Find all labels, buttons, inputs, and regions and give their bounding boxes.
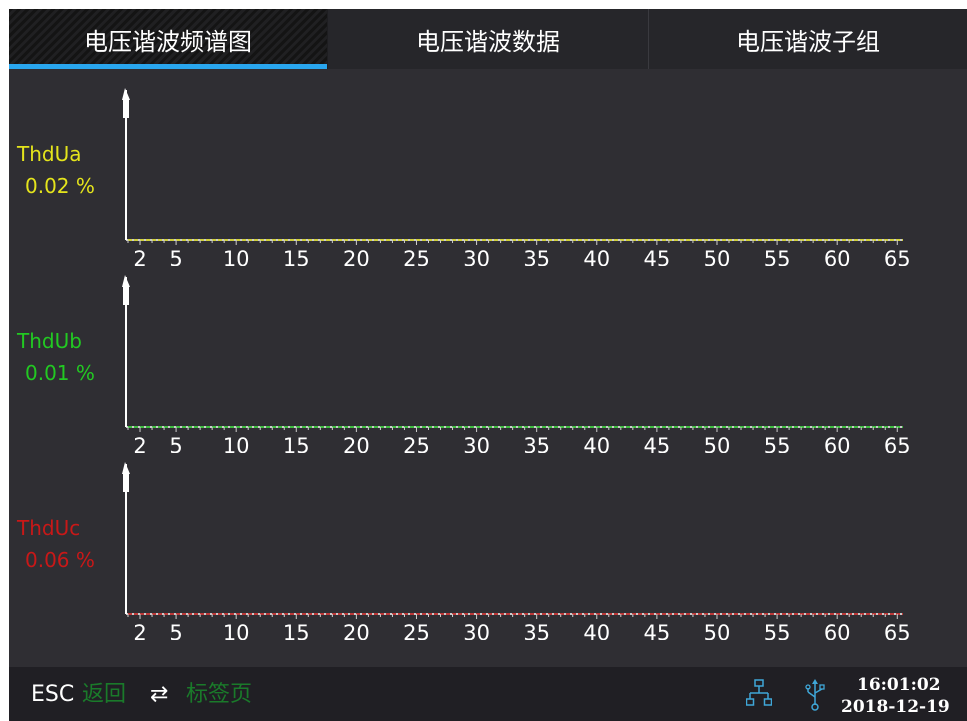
tab-voltage-harmonic-subgroup[interactable]: 电压谐波子组 — [649, 9, 967, 69]
x-tick-label: 15 — [283, 434, 310, 453]
x-tick-label: 45 — [644, 621, 671, 640]
x-tick-label: 5 — [169, 621, 182, 640]
chart-series-name: ThdUb — [17, 329, 82, 353]
app-frame: 电压谐波频谱图 电压谐波数据 电压谐波子组 2 5 10 15 20 25 30 35 40 45… — [9, 9, 967, 721]
chart-series-name: ThdUa — [17, 142, 82, 166]
x-tick-label: 30 — [463, 434, 490, 453]
x-tick-label: 55 — [764, 434, 791, 453]
x-tick-label: 40 — [583, 434, 610, 453]
x-tick-label: 65 — [884, 434, 911, 453]
tab-voltage-harmonic-data[interactable]: 电压谐波数据 — [327, 9, 649, 69]
x-tick-label: 60 — [824, 621, 851, 640]
tab-voltage-harmonic-spectrum[interactable]: 电压谐波频谱图 — [9, 9, 327, 69]
x-tick-label: 40 — [583, 621, 610, 640]
chart-thdub: 2 5 10 15 20 25 30 35 40 45 50 55 60 65 ThdUb 0.01 % — [9, 267, 967, 453]
tab-label: 电压谐波频谱图 — [84, 27, 252, 56]
x-tick-label: 30 — [463, 621, 490, 640]
x-tick-label: 30 — [463, 247, 490, 266]
chart-plot: 2 5 10 15 20 25 30 35 40 45 50 55 60 65 — [122, 275, 911, 453]
x-tick-label: 15 — [283, 621, 310, 640]
x-tick-label: 25 — [403, 621, 430, 640]
x-tick-label: 60 — [824, 434, 851, 453]
y-axis-arrow — [122, 275, 130, 287]
x-tick-label: 35 — [523, 434, 550, 453]
y-axis-arrow — [122, 462, 130, 474]
chart-series-value: 0.01 % — [25, 361, 95, 385]
chart-series-value: 0.06 % — [25, 548, 95, 572]
chart-series-value: 0.02 % — [25, 174, 95, 198]
chart-plot: 2 5 10 15 20 25 30 35 40 45 50 55 60 65 — [122, 462, 911, 640]
swap-icon: ⇄ — [150, 682, 169, 707]
x-tick-label: 25 — [403, 247, 430, 266]
x-tick-label: 15 — [283, 247, 310, 266]
y-axis-cap — [123, 474, 129, 492]
network-icon — [746, 679, 772, 706]
chart-thdua: 2 5 10 15 20 25 30 35 40 45 50 55 60 65 ThdUa 0.02 % — [9, 80, 967, 266]
x-tick-label: 45 — [644, 247, 671, 266]
x-tick-label: 65 — [884, 621, 911, 640]
x-tick-label: 20 — [343, 434, 370, 453]
esc-key-label[interactable]: ESC — [31, 682, 75, 707]
x-tick-label: 35 — [523, 247, 550, 266]
x-tick-label: 35 — [523, 621, 550, 640]
chart-series-name: ThdUc — [17, 516, 81, 540]
usb-icon — [805, 679, 825, 711]
x-tick-label: 65 — [884, 247, 911, 266]
x-tick-label: 2 — [133, 247, 146, 266]
x-tick-label: 10 — [223, 621, 250, 640]
back-hint[interactable]: 返回 — [82, 682, 127, 707]
x-tick-label: 2 — [133, 621, 146, 640]
y-axis-cap — [123, 287, 129, 305]
clock-time: 16:01:02 — [857, 675, 941, 695]
status-bar: ESC 返回 ⇄ 标签页 16:01:02 2018-12-19 — [9, 667, 967, 721]
clock-date: 2018-12-19 — [841, 697, 950, 717]
chart-thduc: 2 5 10 15 20 25 30 35 40 45 50 55 60 65 ThdUc 0.06 % — [9, 454, 967, 640]
x-tick-label: 20 — [343, 621, 370, 640]
x-tick-label: 25 — [403, 434, 430, 453]
x-tick-label: 5 — [169, 434, 182, 453]
chart-plot: 2 5 10 15 20 25 30 35 40 45 50 55 60 65 — [122, 88, 911, 266]
active-tab-underline — [9, 64, 327, 69]
x-tick-label: 60 — [824, 247, 851, 266]
tab-label: 电压谐波子组 — [736, 27, 880, 56]
x-tick-label: 50 — [704, 621, 731, 640]
x-tick-label: 40 — [583, 247, 610, 266]
x-tick-label: 50 — [704, 434, 731, 453]
y-axis-cap — [123, 100, 129, 118]
x-tick-label: 55 — [764, 247, 791, 266]
x-tick-label: 20 — [343, 247, 370, 266]
x-tick-label: 10 — [223, 247, 250, 266]
tab-bar: 电压谐波频谱图 电压谐波数据 电压谐波子组 — [9, 9, 967, 69]
x-tick-label: 2 — [133, 434, 146, 453]
x-tick-label: 5 — [169, 247, 182, 266]
x-tick-label: 50 — [704, 247, 731, 266]
tab-label: 电压谐波数据 — [416, 27, 560, 56]
x-tick-label: 10 — [223, 434, 250, 453]
x-tick-label: 55 — [764, 621, 791, 640]
tab-page-hint[interactable]: 标签页 — [186, 682, 253, 707]
x-tick-label: 45 — [644, 434, 671, 453]
y-axis-arrow — [122, 88, 130, 100]
